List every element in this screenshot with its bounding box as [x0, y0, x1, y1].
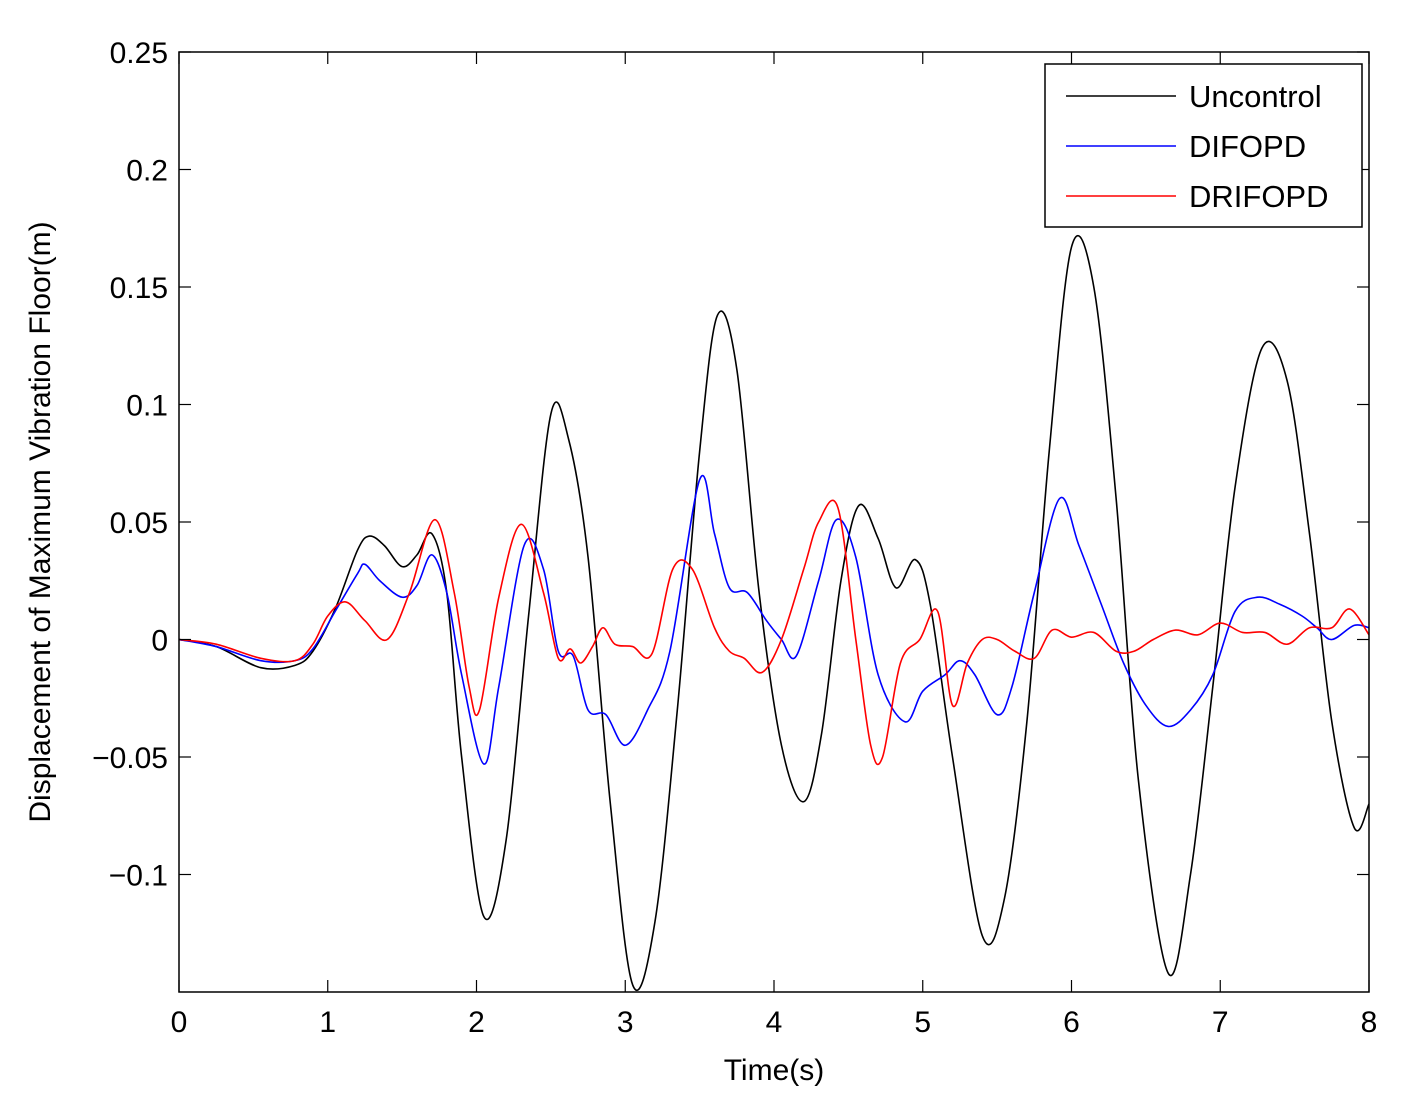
y-tick-label: 0	[151, 625, 168, 658]
x-tick-label: 1	[319, 1006, 336, 1039]
x-tick-label: 2	[468, 1006, 485, 1039]
series-line-drifopd	[179, 499, 1369, 766]
series-line-uncontrol	[179, 234, 1369, 992]
y-tick-label: 0.2	[126, 155, 168, 188]
x-tick-label: 4	[766, 1006, 783, 1039]
plot-frame	[178, 51, 1370, 993]
legend-label-uncontrol: Uncontrol	[1189, 79, 1322, 114]
x-tick-label: 6	[1063, 1006, 1080, 1039]
series-line-difopd	[179, 475, 1369, 765]
legend-label-difopd: DIFOPD	[1189, 129, 1306, 164]
legend: Uncontrol DIFOPD DRIFOPD	[1044, 63, 1363, 228]
x-tick-label: 5	[914, 1006, 931, 1039]
y-tick-label: 0.1	[126, 390, 168, 423]
y-tick-label: 0.15	[110, 272, 168, 305]
ticks-layer: 0 1 2 3 4 5 6 7 8 −0.1 −0.05 0 0.05 0.1 0.15 0.2 0.25	[92, 37, 1377, 1039]
y-tick-label: 0.05	[110, 507, 168, 540]
series-layer	[179, 234, 1369, 992]
legend-label-drifopd: DRIFOPD	[1189, 179, 1329, 214]
x-tick-label: 7	[1212, 1006, 1229, 1039]
y-axis-label: Displacement of Maximum Vibration Floor(…	[24, 221, 57, 822]
y-tick-label: −0.1	[109, 860, 168, 893]
x-tick-label: 8	[1361, 1006, 1378, 1039]
x-tick-label: 0	[171, 1006, 188, 1039]
y-tick-label: 0.25	[110, 37, 168, 70]
y-tick-label: −0.05	[92, 742, 168, 775]
x-tick-label: 3	[617, 1006, 634, 1039]
x-axis-label: Time(s)	[724, 1054, 825, 1087]
